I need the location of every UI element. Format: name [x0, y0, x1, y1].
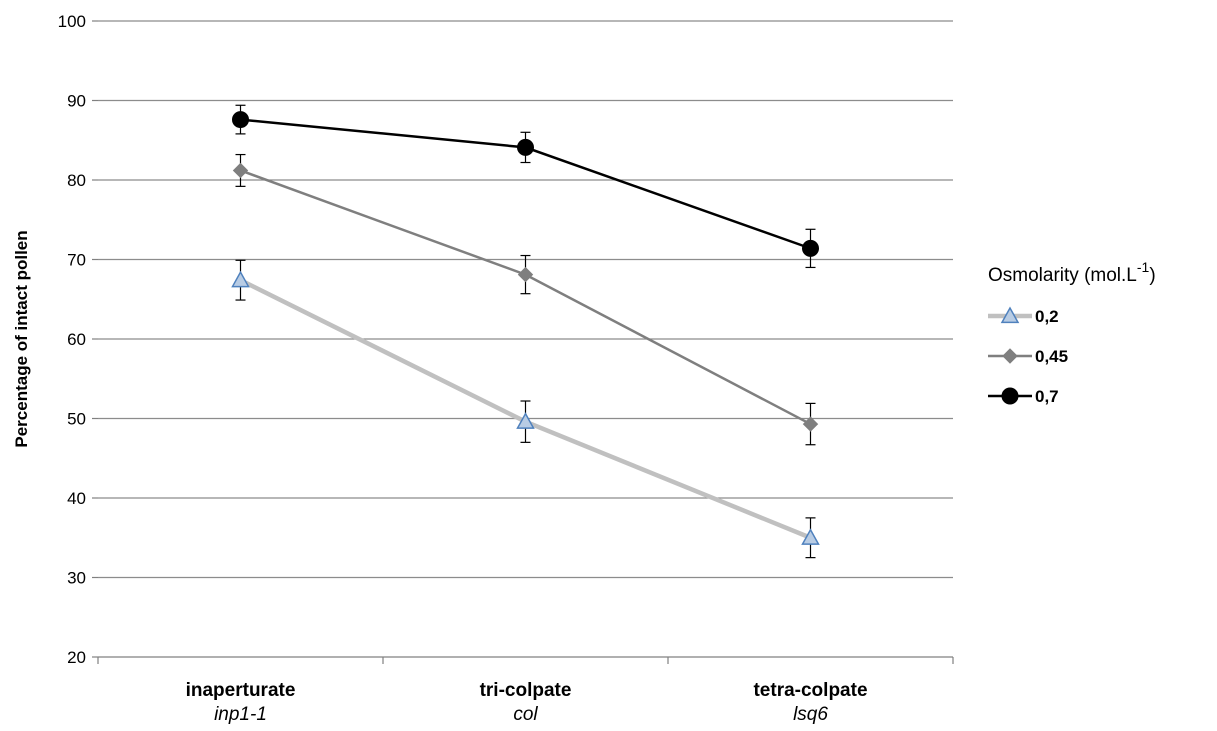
legend-item: 0,2: [988, 306, 1059, 326]
y-axis-label: Percentage of intact pollen: [12, 230, 31, 447]
legend-label: 0,7: [1035, 387, 1059, 406]
data-point: [231, 270, 250, 288]
series-0,45: [232, 153, 819, 446]
legend-items: 0,2 0,45 0,7: [988, 306, 1068, 406]
data-point: [517, 266, 534, 283]
legend-marker: [1000, 306, 1020, 324]
data-point: [801, 528, 820, 545]
data-point: [517, 138, 534, 156]
series-0,2: [231, 259, 820, 559]
y-tick-label: 20: [67, 648, 86, 667]
data-point: [802, 416, 819, 432]
legend-title: Osmolarity (mol.L-1): [988, 259, 1156, 286]
legend-item: 0,45: [988, 347, 1068, 366]
category-label: inaperturate: [186, 680, 296, 701]
legend-marker: [1002, 348, 1018, 364]
y-tick-label: 70: [67, 251, 86, 270]
y-tick-label: 60: [67, 330, 86, 349]
y-tick-label: 30: [67, 569, 86, 588]
data-point: [232, 111, 249, 129]
series-line: [240, 169, 812, 426]
category-sublabel: lsq6: [793, 704, 828, 725]
gridlines: [98, 20, 953, 579]
data-point: [516, 412, 535, 429]
category-label: tri-colpate: [480, 680, 572, 701]
series-group: [231, 104, 820, 559]
data-point: [232, 162, 249, 179]
category-sublabel: col: [513, 704, 538, 725]
legend: Osmolarity (mol.L-1) 0,2 0,45 0,7: [988, 259, 1156, 406]
y-tick-label: 80: [67, 171, 86, 190]
category-sublabel: inp1-1: [214, 704, 267, 725]
x-axis-tick-marks: [97, 657, 954, 664]
series-0,7: [232, 104, 819, 269]
y-tick-label: 90: [67, 92, 86, 111]
y-axis-ticks: 20 30 40 50 60 70 80 90 100: [58, 12, 98, 667]
legend-marker: [1001, 387, 1019, 405]
y-tick-label: 100: [58, 12, 86, 31]
legend-label: 0,45: [1035, 347, 1068, 366]
x-axis-category-labels: inaperturate inp1-1 tri-colpate col tetra-co…: [186, 680, 868, 725]
y-tick-label: 40: [67, 489, 86, 508]
legend-item: 0,7: [988, 387, 1059, 406]
y-tick-label: 50: [67, 410, 86, 429]
legend-label: 0,2: [1035, 307, 1059, 326]
category-label: tetra-colpate: [753, 680, 867, 701]
data-point: [802, 239, 819, 257]
